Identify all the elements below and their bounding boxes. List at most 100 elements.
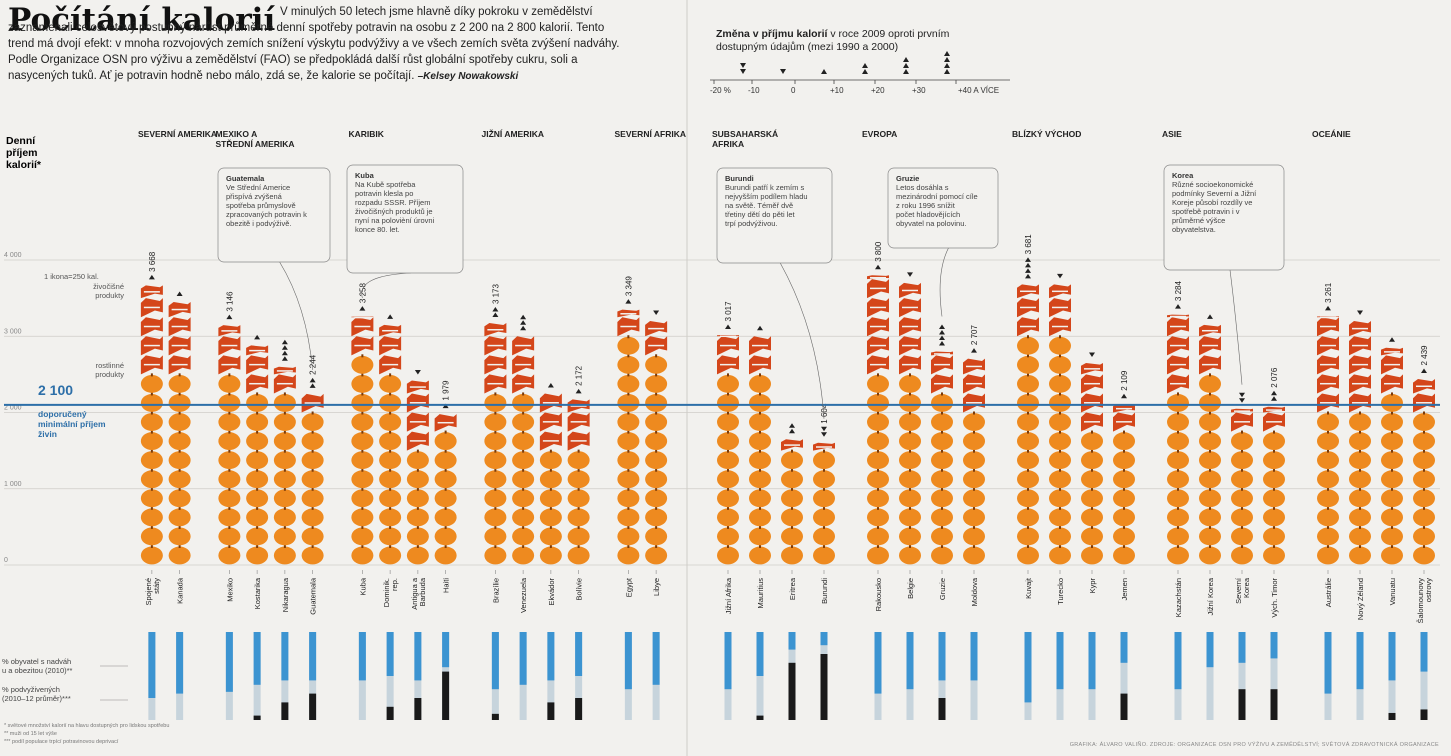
plant-icon-stem <box>877 525 879 529</box>
plant-icon <box>931 451 953 470</box>
plant-icon-stem <box>1027 354 1029 358</box>
plant-icon <box>1199 413 1221 431</box>
animal-icon-stripe <box>171 363 188 366</box>
plant-icon <box>168 527 191 546</box>
plant-icon-stem <box>1027 525 1029 529</box>
animal-icon-stripe <box>409 440 426 442</box>
plant-icon-stem <box>494 411 497 415</box>
arrow-up-icon <box>176 291 183 296</box>
animal-icon-stripe <box>1170 325 1186 328</box>
plant-icon <box>273 527 296 546</box>
minibar-ekvador <box>547 632 555 720</box>
plant-icon-stem <box>178 449 181 453</box>
plant-icon <box>645 470 668 489</box>
side-labels: 1 ikona=250 kal.živočišné produkty rostlin… <box>2 272 128 703</box>
plant-icon-stem <box>361 506 364 510</box>
overweight-bar <box>491 632 499 690</box>
plant-icon-stem <box>389 373 392 377</box>
plant-icon <box>140 432 163 451</box>
y-tick-label: 0 <box>4 557 8 564</box>
plant-icon <box>1017 355 1039 374</box>
animal-icon-stripe <box>1320 382 1336 385</box>
plant-icon-stem <box>256 449 259 453</box>
plant-icon <box>813 546 835 565</box>
stack-mexiko: 3 146 <box>218 291 241 565</box>
plant-icon-stem <box>973 506 975 510</box>
plant-icon-stem <box>1273 525 1275 529</box>
plant-icon <box>1167 527 1189 546</box>
plant-icon-stem <box>823 468 825 472</box>
plant-icon <box>351 374 374 393</box>
overweight-label: % obyvatel s nadváh u a obezitou (2010)** <box>2 657 73 675</box>
y-axis-label: Denní příjem kalorií* <box>6 135 42 171</box>
arrow-down-icon <box>1357 310 1363 315</box>
plant-icon-stem <box>311 506 314 510</box>
animal-icon-stripe <box>249 349 266 352</box>
plant-icon <box>645 489 668 508</box>
country-label-eritrea: Eritrea <box>788 577 797 600</box>
plant-icon-stem <box>627 392 630 396</box>
plant-icon <box>434 508 457 527</box>
plant-icon-stem <box>1391 468 1393 472</box>
minibar-libye <box>652 632 660 720</box>
plant-icon <box>379 432 402 451</box>
callout-box <box>346 164 464 274</box>
animal-icon-stripe <box>1352 344 1368 347</box>
plant-icon <box>406 546 429 565</box>
plant-icon-stem <box>416 544 419 548</box>
animal-icon-stripe <box>902 363 918 366</box>
plant-icon <box>617 432 640 451</box>
country-label-jizni-afrika: Jižní Afrika <box>724 577 733 614</box>
overweight-bar <box>1324 632 1332 694</box>
minibar-moldova <box>970 632 978 720</box>
reference-value: 2 100 <box>38 382 73 398</box>
plant-icon <box>1199 432 1221 451</box>
animal-icon-stripe <box>1170 382 1186 385</box>
plant-icon <box>140 508 163 527</box>
plant-icon <box>1113 470 1135 489</box>
country-label-spojene-staty: Spojenéstáty <box>144 578 161 606</box>
plant-icon-stem <box>1209 449 1211 453</box>
arrow-up-icon <box>1121 393 1127 399</box>
plant-icon-stem <box>1241 430 1243 434</box>
minibar-kostarika <box>253 632 261 720</box>
minibar-background <box>1420 632 1428 720</box>
plant-icon <box>218 432 241 451</box>
overweight-bar <box>1388 632 1396 681</box>
plant-icon-stem <box>877 392 879 396</box>
plant-icon <box>218 470 241 489</box>
animal-icon-stripe <box>570 421 587 423</box>
credit: GRAFIKA: ÁLVARO VALIÑO. ZDROJE: ORGANIZA… <box>1069 742 1439 748</box>
animal-icon-stripe <box>1170 344 1186 347</box>
plant-icon-stem <box>1027 373 1029 377</box>
minibar-salomounovy-ostrovy <box>1420 632 1428 720</box>
plant-icon-stem <box>522 468 525 472</box>
arrow-up-icon <box>281 339 288 345</box>
plant-icon <box>484 489 507 508</box>
animal-icon-stripe <box>720 344 736 347</box>
kcal-label: 3 681 <box>1024 234 1033 255</box>
plant-icon-stem <box>909 525 911 529</box>
plant-icon-stem <box>1327 506 1329 510</box>
plant-icon-stem <box>444 468 447 472</box>
stack-bolivie: 2 172 <box>567 365 590 565</box>
plant-icon-stem <box>150 487 153 491</box>
plant-icon-stem <box>655 354 658 358</box>
plant-icon <box>899 470 921 489</box>
plant-icon-stem <box>444 544 447 548</box>
stack-vych-timor: 2 076 <box>1263 367 1285 565</box>
plant-icon <box>1199 470 1221 489</box>
country-label-jemen: Jemen <box>1120 578 1129 601</box>
animal-icon-stripe <box>870 276 886 279</box>
arrow-down-icon <box>780 69 786 74</box>
plant-icon-stem <box>1423 525 1425 529</box>
plant-icon-stem <box>444 449 447 453</box>
plant-icon <box>1199 527 1221 546</box>
overweight-bar <box>1024 632 1032 703</box>
overweight-bar <box>1270 632 1278 659</box>
plant-icon <box>512 508 535 527</box>
plant-icon <box>645 432 668 451</box>
animal-icon-stripe <box>143 306 160 309</box>
plant-icon <box>1381 394 1403 412</box>
overweight-bar <box>176 632 184 694</box>
